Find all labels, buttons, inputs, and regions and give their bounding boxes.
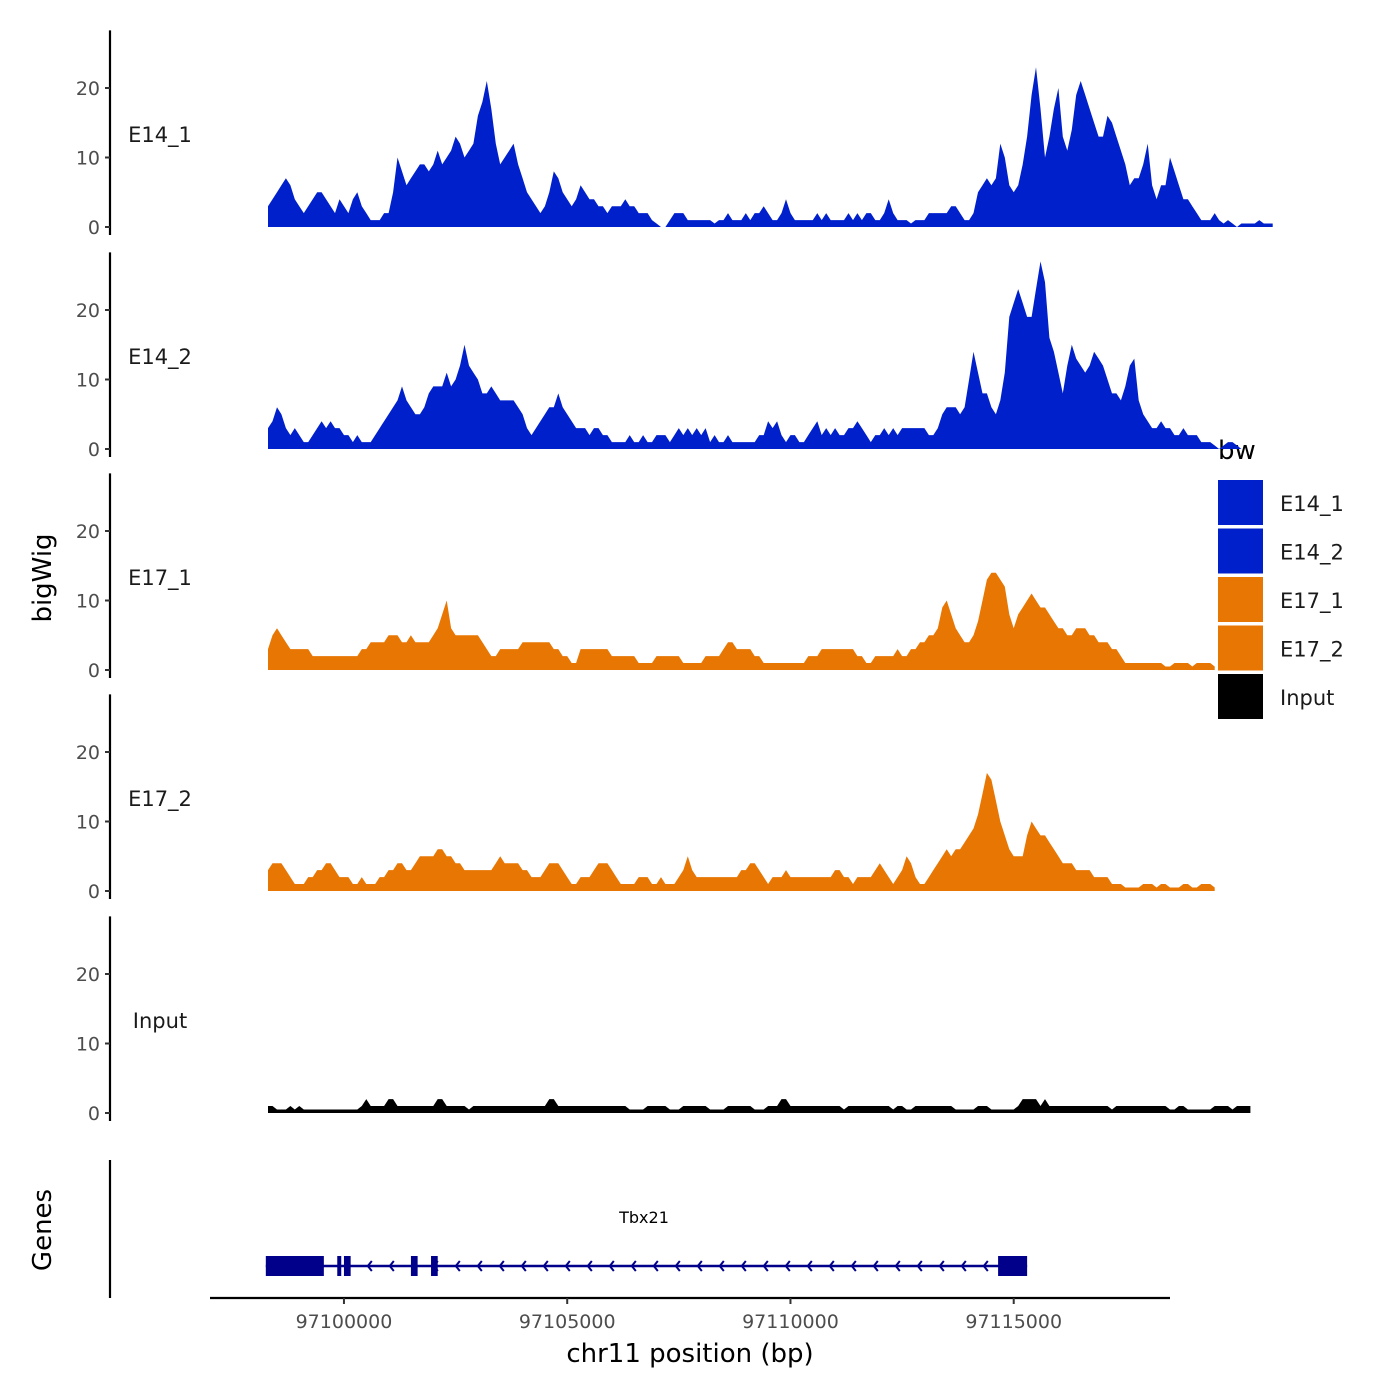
strand-arrow (652, 1260, 659, 1272)
track-label: Input (133, 1009, 187, 1033)
legend-swatch-e17_1 (1218, 577, 1263, 622)
y-tick-label: 10 (76, 148, 100, 170)
strand-arrow (542, 1260, 549, 1272)
strand-arrow (454, 1260, 461, 1272)
strand-arrow (784, 1260, 791, 1272)
strand-arrow (674, 1260, 681, 1272)
legend-label-e14_2: E14_2 (1280, 541, 1344, 566)
x-axis-title: chr11 position (bp) (566, 1339, 813, 1369)
strand-arrow (982, 1260, 989, 1272)
x-tick-label: 97105000 (519, 1311, 616, 1333)
y-tick-label: 0 (88, 881, 100, 903)
track-label: E17_2 (128, 787, 192, 812)
coverage-area-e14_2 (268, 261, 1242, 449)
strand-arrow (938, 1260, 945, 1272)
track-label: E14_2 (128, 345, 192, 370)
legend-label-e17_2: E17_2 (1280, 638, 1344, 663)
gene-exon (431, 1256, 438, 1276)
x-tick-label: 97110000 (742, 1311, 839, 1333)
legend-label-e14_1: E14_1 (1280, 492, 1344, 517)
strand-arrow (806, 1260, 813, 1272)
y-tick-label: 20 (76, 964, 100, 986)
genes-axis-title: Genes (28, 1189, 58, 1271)
coverage-area-e17_2 (268, 772, 1215, 891)
y-tick-label: 0 (88, 217, 100, 239)
strand-arrow (696, 1260, 703, 1272)
y-tick-label: 0 (88, 439, 100, 461)
track-e14_2: 0 10 20 E14_2 (76, 252, 1242, 461)
gene-label: Tbx21 (618, 1208, 669, 1227)
strand-arrow (366, 1260, 373, 1272)
strand-arrow (586, 1260, 593, 1272)
strand-arrow (476, 1260, 483, 1272)
legend-label-e17_1: E17_1 (1280, 589, 1344, 614)
gene-exon (998, 1256, 1028, 1276)
strand-arrow (520, 1260, 527, 1272)
strand-arrow (630, 1260, 637, 1272)
y-tick-label: 20 (76, 521, 100, 543)
gene-exon (265, 1256, 324, 1276)
strand-arrow (960, 1260, 967, 1272)
strand-arrow (828, 1260, 835, 1272)
gene-exon (410, 1256, 418, 1276)
y-tick-label: 0 (88, 660, 100, 682)
y-tick-label: 10 (76, 812, 100, 834)
coverage-area-e17_1 (268, 572, 1215, 670)
coverage-area-e14_1 (268, 67, 1273, 227)
y-tick-label: 10 (76, 1034, 100, 1056)
strand-arrow (740, 1260, 747, 1272)
track-label: E17_1 (128, 566, 192, 591)
x-tick-label: 97115000 (965, 1311, 1062, 1333)
strand-arrow (762, 1260, 769, 1272)
strand-arrow (498, 1260, 505, 1272)
gene-exon (343, 1256, 351, 1276)
legend-swatch-e14_1 (1218, 480, 1263, 525)
strand-arrow (894, 1260, 901, 1272)
y-tick-label: 10 (76, 591, 100, 613)
y-tick-label: 0 (88, 1103, 100, 1125)
gene-exon (337, 1256, 342, 1276)
strand-arrow (718, 1260, 725, 1272)
strand-arrow (388, 1260, 395, 1272)
legend-title: bw (1218, 436, 1256, 466)
x-tick-label: 97100000 (296, 1311, 393, 1333)
track-e14_1: 0 10 20 E14_1 (76, 30, 1273, 239)
strand-arrow (916, 1260, 923, 1272)
track-e17_1: 0 10 20 E17_1 (76, 473, 1215, 682)
y-tick-label: 20 (76, 742, 100, 764)
track-e17_2: 0 10 20 E17_2 (76, 694, 1215, 903)
legend-swatch-e14_2 (1218, 528, 1263, 574)
track-input: 0 10 20 Input (76, 916, 1251, 1125)
legend-swatch-input (1218, 674, 1263, 719)
y-tick-label: 10 (76, 370, 100, 392)
y-axis-title: bigWig (28, 533, 58, 622)
coverage-area-input (268, 1099, 1251, 1113)
strand-arrow (564, 1260, 571, 1272)
y-tick-label: 20 (76, 78, 100, 100)
strand-arrow (608, 1260, 615, 1272)
legend-swatch-e17_2 (1218, 625, 1263, 671)
legend-label-input: Input (1280, 686, 1334, 710)
track-label: E14_1 (128, 123, 192, 148)
strand-arrow (850, 1260, 857, 1272)
y-tick-label: 20 (76, 300, 100, 322)
strand-arrow (872, 1260, 879, 1272)
